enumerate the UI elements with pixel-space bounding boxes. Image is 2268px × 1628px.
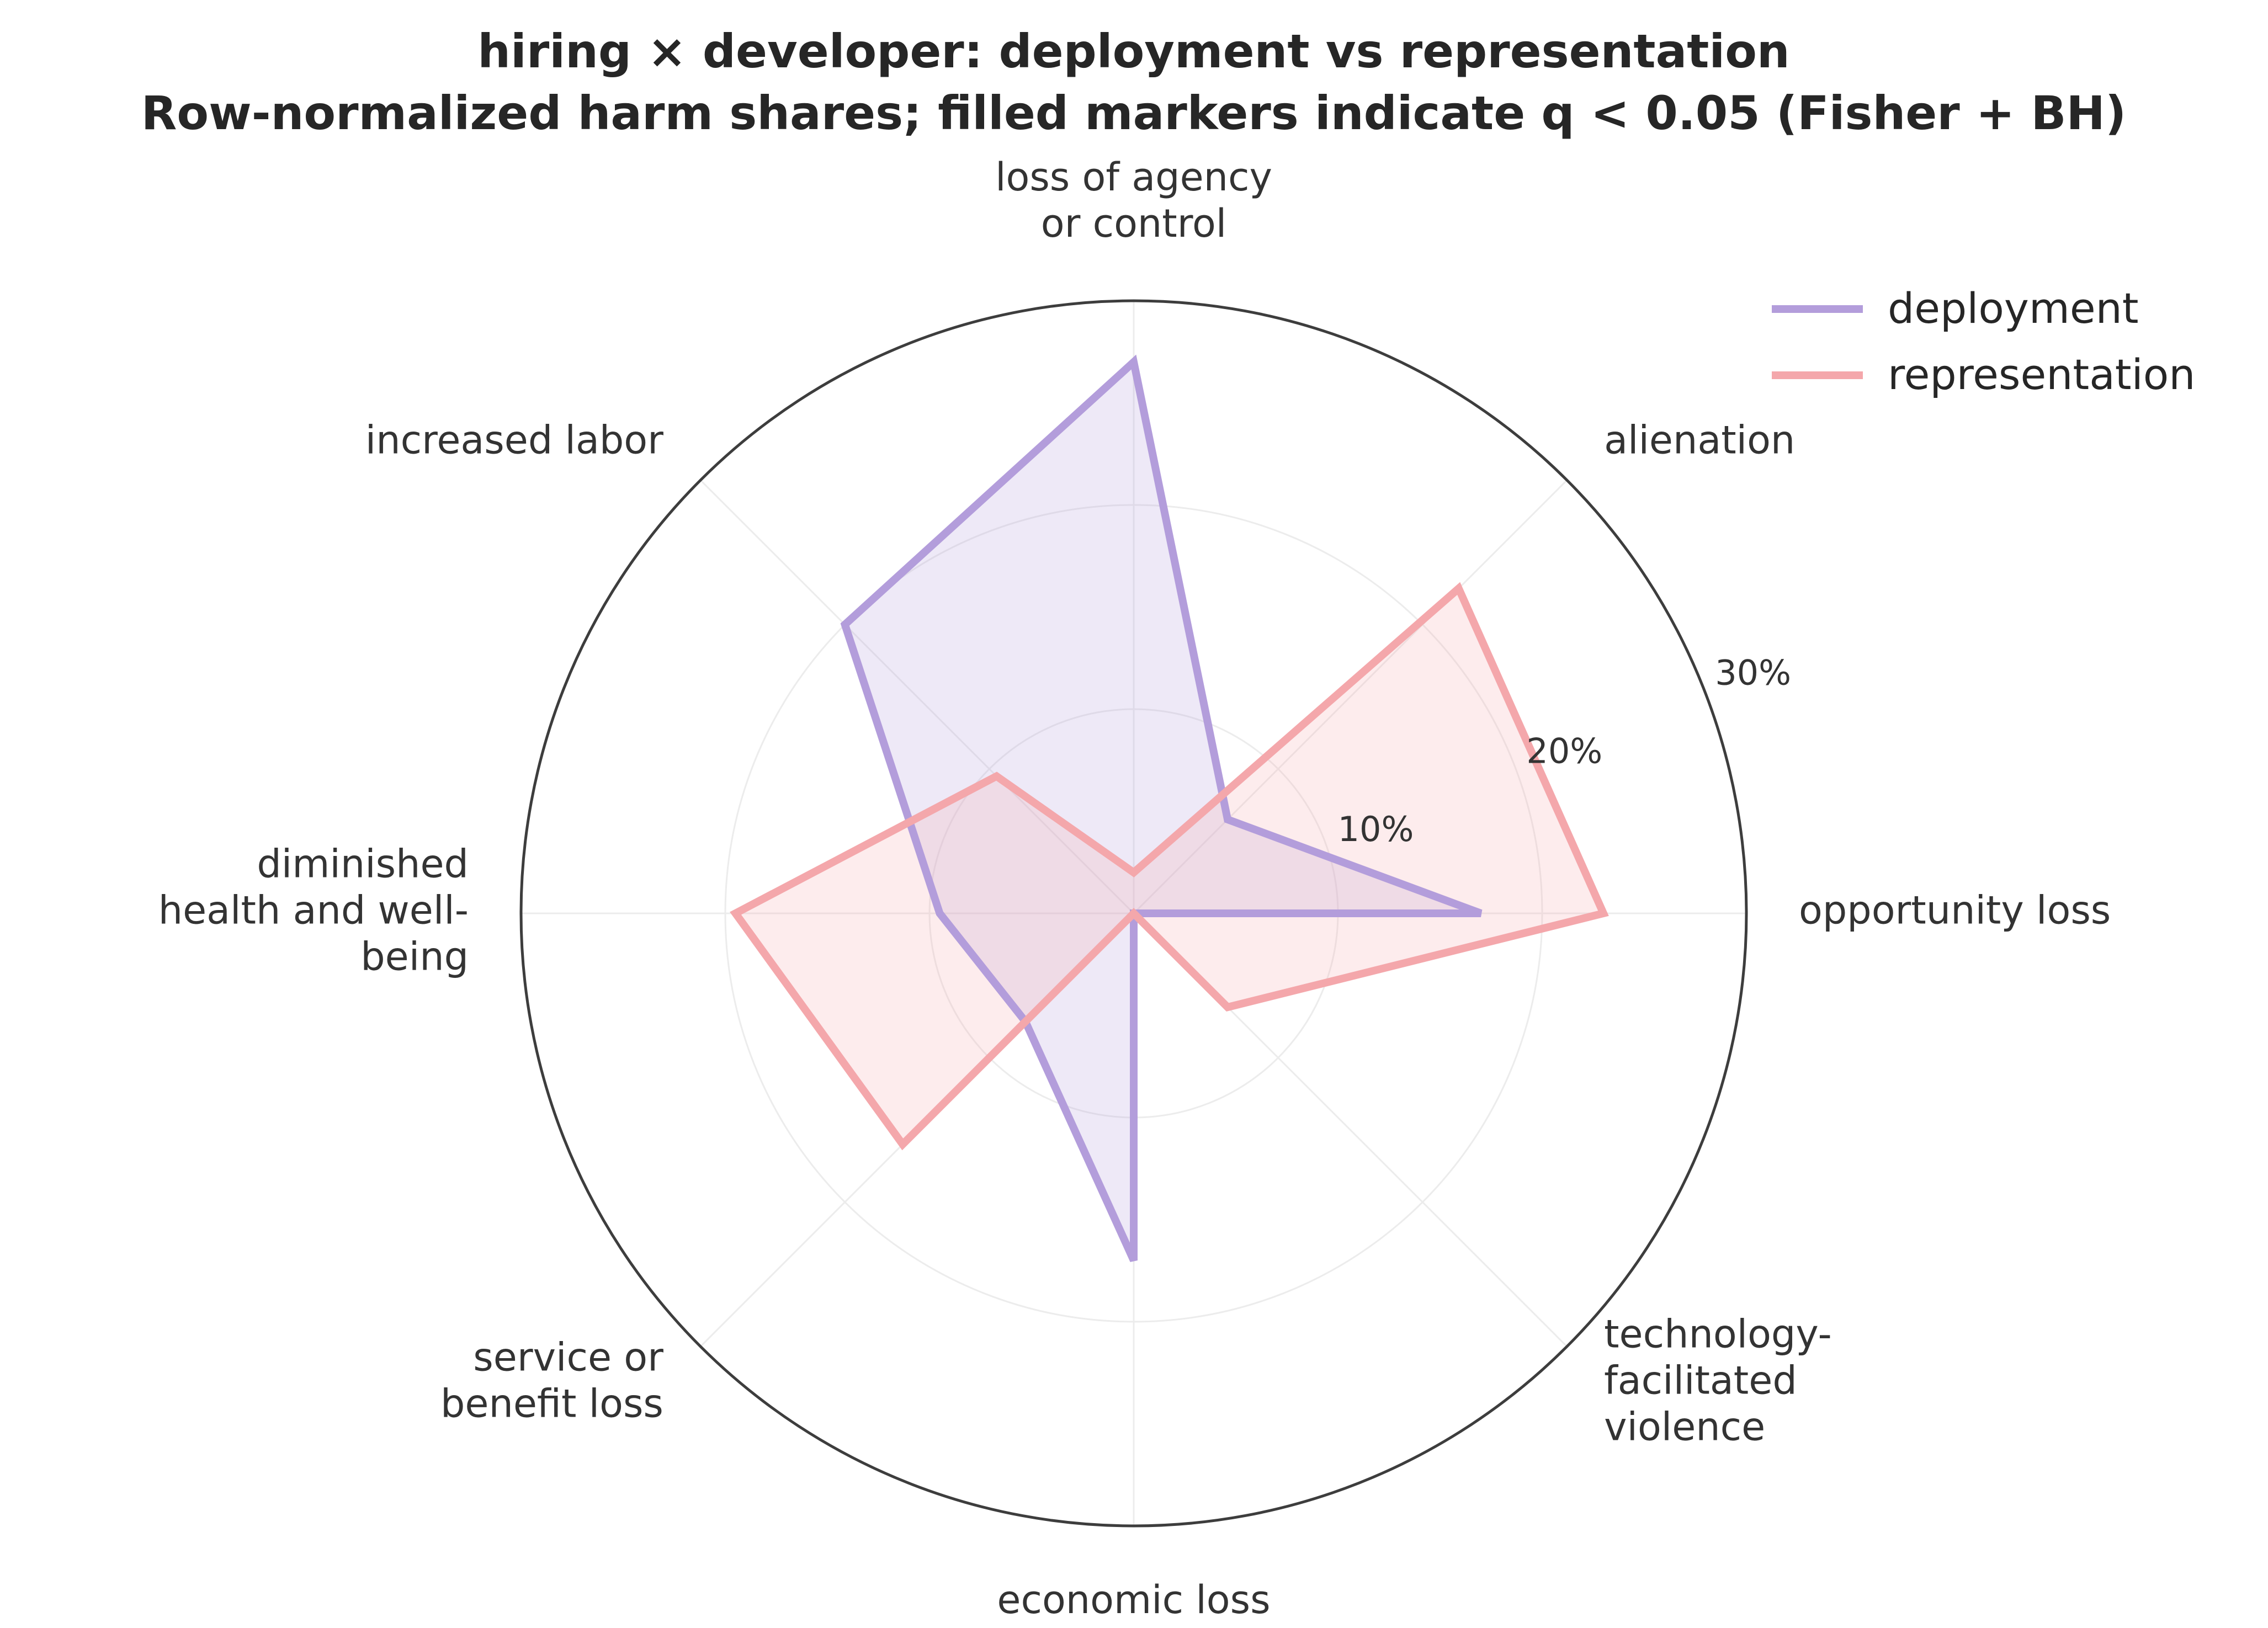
spoke-line xyxy=(1133,480,1568,914)
legend-label-deployment: deployment xyxy=(1888,284,2139,333)
category-label: loss of agency or control xyxy=(995,155,1272,246)
category-label-line: opportunity loss xyxy=(1799,888,2111,933)
chart-title: hiring × developer: deployment vs repres… xyxy=(477,24,1789,78)
category-label-line: or control xyxy=(1041,201,1227,246)
radial-tick-label: 10% xyxy=(1338,809,1414,849)
category-label-line: service or xyxy=(473,1335,663,1380)
series-layer xyxy=(730,354,1609,1262)
category-label: opportunity loss xyxy=(1799,888,2111,933)
category-label-line: violence xyxy=(1604,1404,1765,1450)
chart-subtitle: Row-normalized harm shares; filled marke… xyxy=(141,86,2127,140)
category-label: economic loss xyxy=(997,1577,1270,1622)
series-line-deployment xyxy=(840,354,1483,1262)
category-label-line: economic loss xyxy=(997,1577,1270,1622)
radial-tick-label: 20% xyxy=(1526,731,1602,771)
category-label: service or benefit loss xyxy=(440,1335,663,1427)
category-label-line: health and well- xyxy=(158,888,469,933)
radial-tick-labels: 10% 20% 30% xyxy=(1338,653,1791,849)
category-label-line: diminished xyxy=(257,842,469,887)
category-label: alienation xyxy=(1604,417,1795,462)
category-label-line: technology- xyxy=(1604,1312,1832,1357)
category-label-line: increased labor xyxy=(365,417,663,462)
series-area-deployment xyxy=(844,362,1481,1260)
category-label-line: being xyxy=(360,934,469,980)
category-label-line: benefit loss xyxy=(440,1381,663,1427)
legend: deployment representation xyxy=(1772,284,2195,399)
category-labels: opportunity loss alienation loss of agency… xyxy=(158,155,2111,1622)
category-label-line: facilitated xyxy=(1604,1358,1797,1403)
legend-label-representation: representation xyxy=(1888,350,2195,399)
radial-tick-label: 30% xyxy=(1715,653,1791,693)
category-label-line: loss of agency xyxy=(995,155,1272,200)
outer-frame xyxy=(519,299,1748,1528)
category-label: increased labor xyxy=(365,417,663,462)
category-label-line: alienation xyxy=(1604,417,1795,462)
category-label: diminished health and well-being xyxy=(158,842,469,980)
series-area-representation xyxy=(735,588,1603,1145)
series-line-representation xyxy=(730,582,1609,1151)
spoke-line xyxy=(700,480,1135,914)
category-label: technology-facilitated violence xyxy=(1604,1312,1832,1450)
